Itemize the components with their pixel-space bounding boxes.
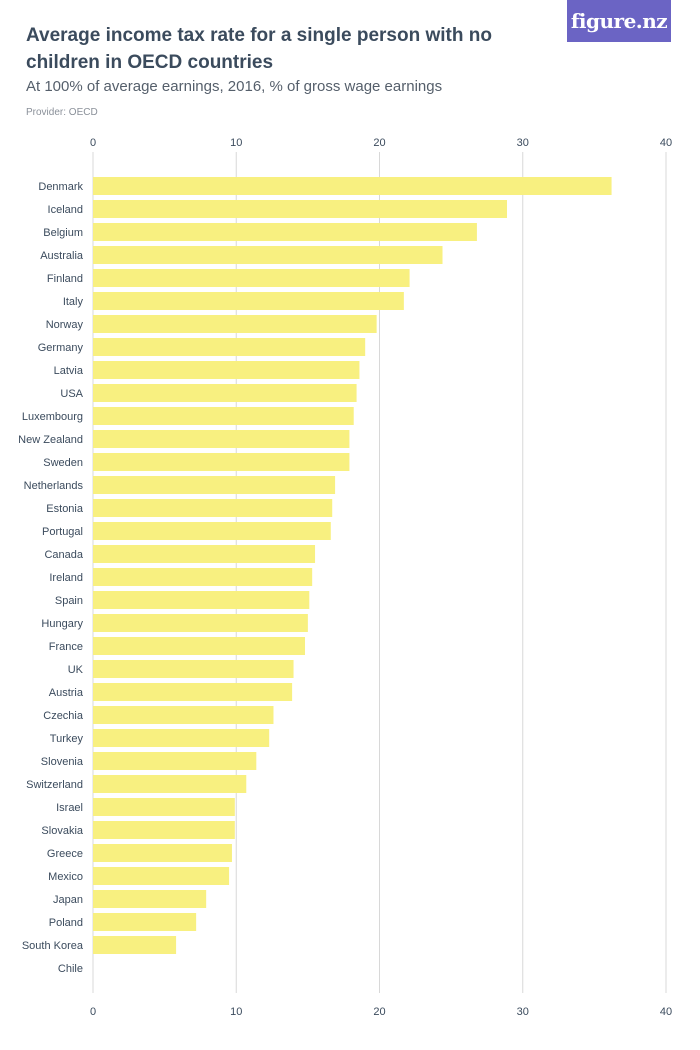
- chart-title: Average income tax rate for a single per…: [26, 25, 492, 73]
- bar-new-zealand: [93, 430, 350, 448]
- bar-usa: [93, 384, 357, 402]
- bar-austria: [93, 683, 293, 701]
- bars: [93, 177, 612, 954]
- category-label: Portugal: [42, 526, 83, 538]
- bar-greece: [93, 844, 232, 862]
- category-label: Luxembourg: [22, 411, 83, 423]
- bar-netherlands: [93, 476, 336, 494]
- x-tick-label-bottom: 0: [90, 1006, 96, 1018]
- provider-label: Provider: OECD: [26, 107, 98, 118]
- category-label: UK: [68, 664, 84, 676]
- category-label: Turkey: [50, 733, 84, 745]
- bar-iceland: [93, 200, 507, 218]
- category-label: Slovakia: [41, 825, 83, 837]
- bar-spain: [93, 591, 310, 609]
- bar-estonia: [93, 499, 333, 517]
- x-tick-label-top: 30: [517, 137, 529, 149]
- category-label: Canada: [44, 549, 83, 561]
- category-label: France: [49, 641, 83, 653]
- bar-slovenia: [93, 752, 257, 770]
- category-label: Slovenia: [41, 756, 84, 768]
- category-label: New Zealand: [18, 434, 83, 446]
- bar-belgium: [93, 223, 477, 241]
- category-labels: Denmark Iceland Belgium Australia Finland Ita…: [18, 181, 84, 975]
- x-tick-label-bottom: 20: [373, 1006, 385, 1018]
- bar-uk: [93, 660, 294, 678]
- x-tick-label-bottom: 40: [660, 1006, 672, 1018]
- bar-norway: [93, 315, 377, 333]
- bar-germany: [93, 338, 366, 356]
- bar-poland: [93, 913, 197, 931]
- x-tick-label-bottom: 30: [517, 1006, 529, 1018]
- bar-italy: [93, 292, 404, 310]
- category-label: Australia: [40, 250, 84, 262]
- bar-israel: [93, 798, 235, 816]
- category-label: Hungary: [41, 618, 83, 630]
- bar-finland: [93, 269, 410, 287]
- bar-australia: [93, 246, 443, 264]
- category-label: Spain: [55, 595, 83, 607]
- category-label: Germany: [38, 342, 84, 354]
- bar-mexico: [93, 867, 230, 885]
- x-tick-label-top: 10: [230, 137, 242, 149]
- category-label: Israel: [56, 802, 83, 814]
- category-label: Italy: [63, 296, 84, 308]
- category-label: Sweden: [43, 457, 83, 469]
- bar-ireland: [93, 568, 313, 586]
- axis-tick-labels: 0 0 10 10 20 20 30 30 40 40: [90, 137, 672, 1018]
- bar-japan: [93, 890, 207, 908]
- bar-sweden: [93, 453, 350, 471]
- category-label: Netherlands: [24, 480, 84, 492]
- category-label: Austria: [49, 687, 84, 699]
- bar-turkey: [93, 729, 270, 747]
- category-label: Denmark: [38, 181, 83, 193]
- x-tick-label-top: 0: [90, 137, 96, 149]
- bar-portugal: [93, 522, 331, 540]
- category-label: Greece: [47, 848, 83, 860]
- category-label: Belgium: [43, 227, 83, 239]
- category-label: Japan: [53, 894, 83, 906]
- bar-slovakia: [93, 821, 235, 839]
- bar-switzerland: [93, 775, 247, 793]
- category-label: Finland: [47, 273, 83, 285]
- bar-france: [93, 637, 306, 655]
- category-label: Iceland: [48, 204, 83, 216]
- x-tick-label-top: 20: [373, 137, 385, 149]
- category-label: Estonia: [46, 503, 84, 515]
- bar-denmark: [93, 177, 612, 195]
- bar-czechia: [93, 706, 274, 724]
- bar-south-korea: [93, 936, 177, 954]
- category-label: USA: [60, 388, 83, 400]
- category-label: Latvia: [54, 365, 84, 377]
- figure-nz-logo[interactable]: figure.nz: [567, 0, 671, 42]
- chart-subtitle: At 100% of average earnings, 2016, % of …: [26, 78, 443, 95]
- category-label: South Korea: [22, 940, 84, 952]
- x-tick-label-bottom: 10: [230, 1006, 242, 1018]
- bar-hungary: [93, 614, 308, 632]
- category-label: Czechia: [43, 710, 84, 722]
- category-label: Poland: [49, 917, 83, 929]
- bar-latvia: [93, 361, 360, 379]
- category-label: Mexico: [48, 871, 83, 883]
- bar-luxembourg: [93, 407, 354, 425]
- x-tick-label-top: 40: [660, 137, 672, 149]
- category-label: Chile: [58, 963, 83, 975]
- category-label: Switzerland: [26, 779, 83, 791]
- category-label: Ireland: [49, 572, 83, 584]
- category-label: Norway: [46, 319, 84, 331]
- bar-canada: [93, 545, 316, 563]
